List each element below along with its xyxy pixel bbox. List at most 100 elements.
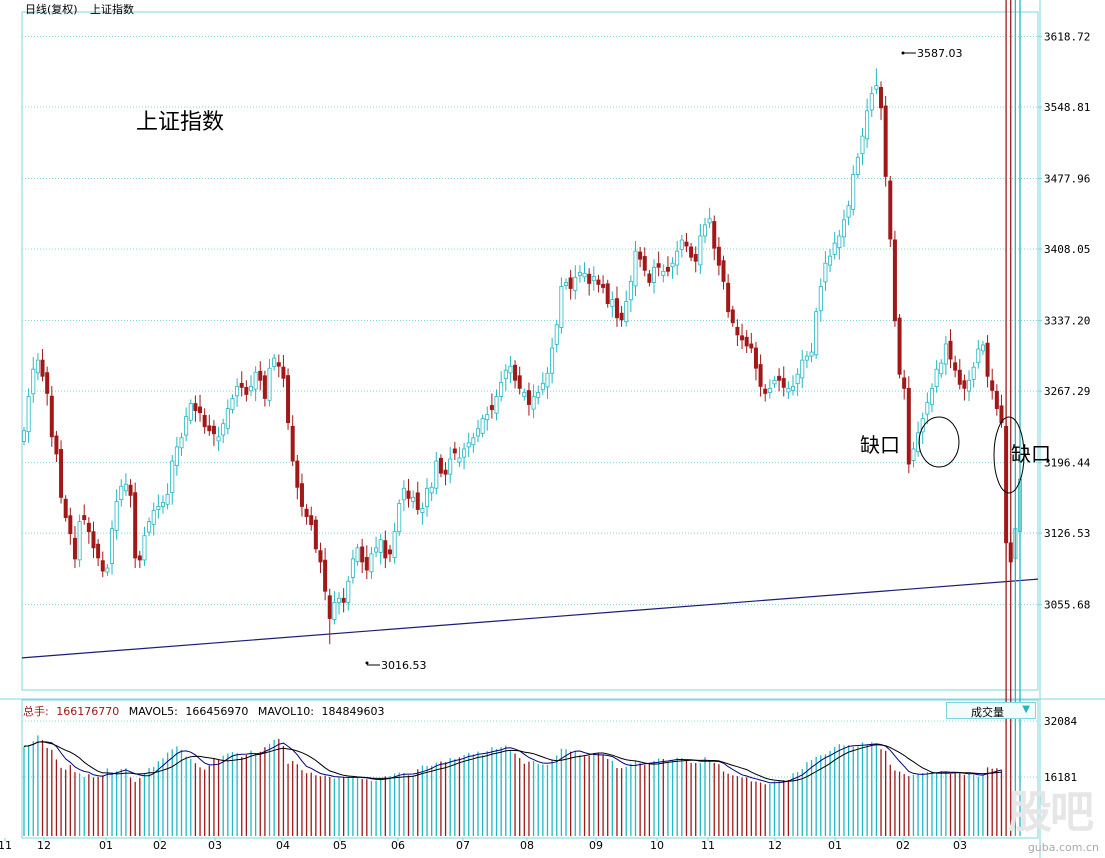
candle-down [45,366,50,406]
volume-stats: 总手: 166176770 MAVOL5: 166456970 MAVOL10:… [23,704,385,718]
candle-up [503,364,508,391]
volume-gridlines [22,720,1038,778]
candle-down [526,382,531,416]
candle-up [823,251,828,291]
candle-up [151,502,156,536]
candle-body [462,448,467,458]
candle-body [434,460,439,489]
candle-body [661,270,666,276]
candle-body [786,387,791,393]
gap-circle-2 [993,416,1025,494]
candle-down [656,251,661,277]
mavol10-value: 184849603 [322,705,385,718]
candle-down [749,332,754,354]
candle-down [54,430,59,463]
candle-up [531,384,536,419]
candle-down [763,384,768,402]
candle-down [137,550,142,569]
candle-up [147,517,152,537]
candle-body [63,498,68,518]
watermark-site: guba.com.cn [1027,841,1099,854]
high-label: 3587.03 [917,47,963,60]
candle-body [568,277,573,289]
candle-up [670,257,675,279]
candle-body [860,135,865,155]
candle-body [230,398,235,410]
date-tick-label: 01 [828,839,842,852]
candle-body [489,405,494,410]
candle-up [119,479,124,507]
candle-body [346,580,351,603]
candle-up [772,376,777,388]
candle-down [689,242,694,262]
candle-up [939,359,944,378]
date-tick-label: 02 [153,839,167,852]
candle-body [545,372,550,388]
candle-up [707,207,712,228]
candle-down [91,521,96,558]
high-marker: 3587.03 [901,47,963,60]
candle-body [170,460,175,493]
candle-up [471,432,476,453]
candle-body [707,218,712,224]
candle-down [614,286,619,327]
candle-up [628,275,633,312]
candle-down [438,454,443,478]
candle-body [675,250,680,266]
candle-down [902,369,907,400]
candle-body [716,246,721,266]
candle-down [897,314,902,379]
volume-tick-label: 16181 [1044,771,1077,784]
trendline [21,578,1039,659]
candle-up [767,379,772,399]
candle-body [54,435,59,455]
candle-down [239,371,244,397]
price-tick-label: 3267.29 [1044,385,1090,398]
mavol10-label: MAVOL10: [258,705,314,718]
candle-down [758,354,763,397]
candle-down [994,384,999,416]
candle-up [925,392,930,425]
volume-indicator-select[interactable]: 成交量 ▼ [946,702,1036,719]
candle-body [554,324,559,345]
volume-plot-frame [21,699,1039,839]
candle-body [184,416,189,436]
candle-up [355,543,360,566]
mavol5-value: 166456970 [185,705,248,718]
candle-body [420,508,425,513]
candle-body [119,485,124,501]
candle-body [147,521,152,533]
price-tick-label: 3126.53 [1044,527,1090,540]
candle-down [906,376,911,474]
candle-down [68,507,73,545]
candle-up [800,350,805,388]
candle-up [911,441,916,468]
candle-down [693,246,698,273]
candle-body [165,493,170,505]
candle-body [656,263,661,268]
candle-up [582,262,587,282]
candle-body [207,425,212,432]
date-tick-label: 03 [953,839,967,852]
candle-body [318,550,323,563]
candle-body [605,283,610,305]
candle-up [392,522,397,564]
volume-bars [23,0,1021,836]
candle-body [133,492,138,559]
candle-up [494,389,499,421]
candle-body [943,343,948,365]
candle-down [888,175,893,248]
candle-body [540,382,545,391]
candle-body [763,388,768,394]
candle-up [369,546,374,579]
candle-down [304,504,309,525]
candle-body [179,437,184,449]
candle-body [967,379,972,392]
candle-body [221,423,226,436]
chart-title: 上证指数 [136,110,224,135]
candle-body [735,326,740,336]
candle-up [235,378,240,407]
candle-body [855,156,860,175]
candle-down [489,393,494,419]
